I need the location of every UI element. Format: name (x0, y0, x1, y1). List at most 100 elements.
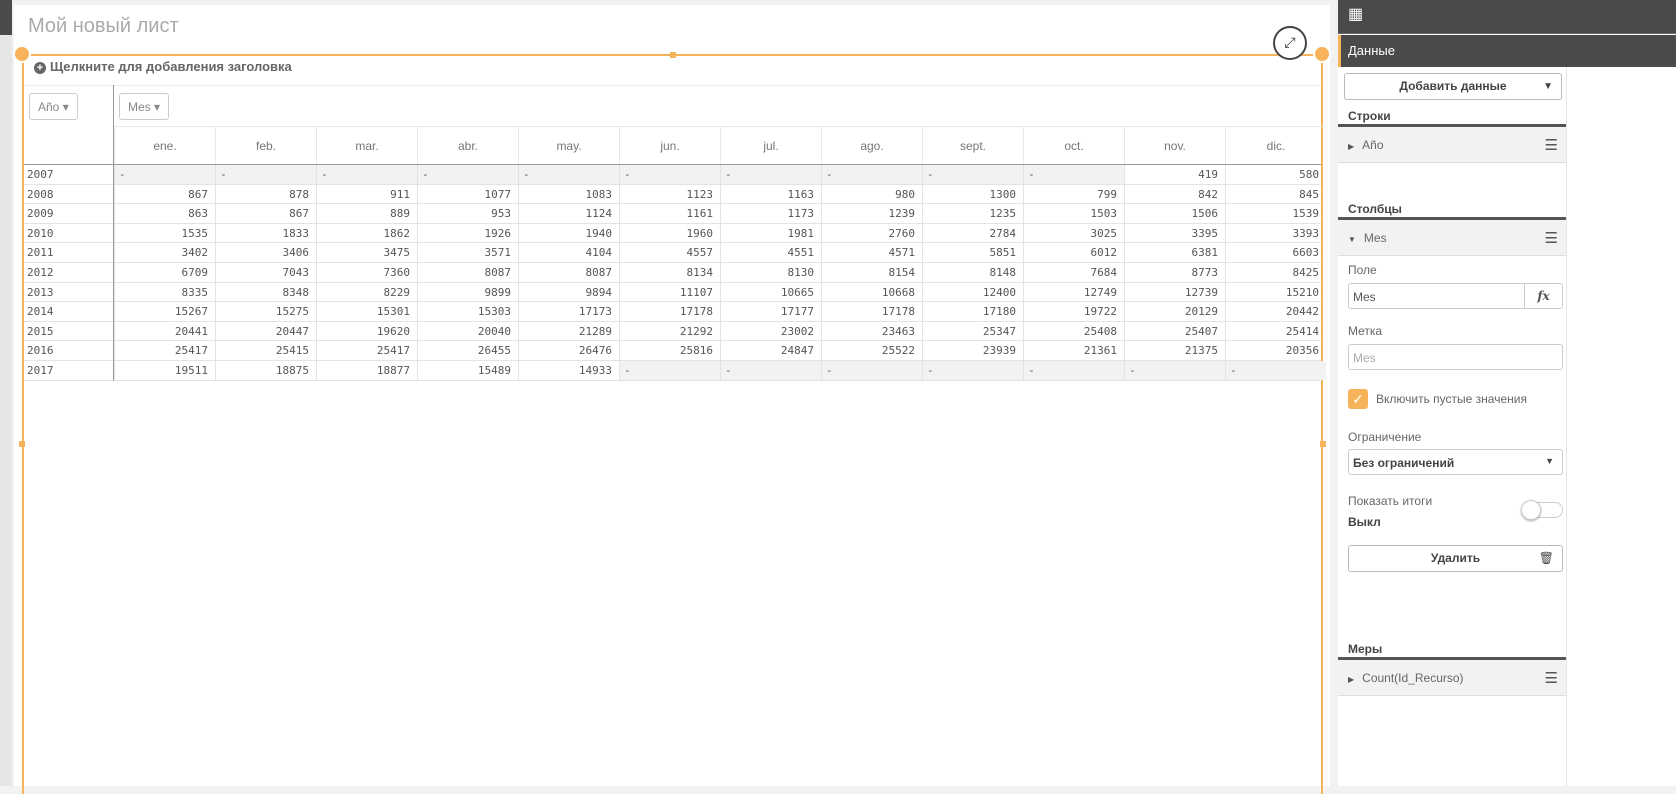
table-cell: 25414 (1225, 321, 1326, 341)
row-header[interactable]: 2016 (27, 344, 54, 358)
table-cell: 1503 (1023, 204, 1124, 224)
table-cell: 17178 (821, 302, 922, 322)
resize-handle[interactable] (19, 441, 25, 447)
column-header[interactable]: oct. (1023, 126, 1124, 165)
table-cell: 20129 (1124, 302, 1225, 322)
column-header[interactable]: ene. (114, 126, 215, 165)
sheet-title[interactable]: Мой новый лист (28, 15, 179, 37)
table-cell: 8335 (114, 282, 215, 302)
table-cell: 25407 (1124, 321, 1225, 341)
table-cell: 18877 (316, 361, 417, 380)
table-cell: - (922, 361, 1023, 380)
trash-icon: 🗑 (1538, 551, 1554, 565)
totals-toggle[interactable] (1521, 500, 1563, 520)
table-cell: 1940 (518, 223, 619, 243)
table-cell: 4557 (619, 243, 720, 263)
measure-item[interactable]: ▶ Count(Id_Recurso) ☰ (1338, 660, 1566, 696)
table-add-icon[interactable]: ▦ (1348, 6, 1364, 23)
resize-handle[interactable] (1313, 45, 1331, 63)
column-header[interactable]: nov. (1124, 126, 1225, 165)
rows-item-ano[interactable]: ▶ Año ☰ (1338, 127, 1566, 163)
table-cell: 17173 (518, 302, 619, 322)
table-cell: 1862 (316, 223, 417, 243)
column-header[interactable]: mar. (316, 126, 417, 165)
table-cell: 7360 (316, 263, 417, 282)
table-cell: 17177 (720, 302, 821, 322)
table-cell: - (518, 165, 619, 184)
table-cell: 15303 (417, 302, 518, 322)
table-cell: 3475 (316, 243, 417, 263)
row-header[interactable]: 2008 (27, 187, 54, 201)
menu-icon[interactable]: ☰ (1544, 230, 1558, 247)
field-input[interactable]: Mes fx (1348, 283, 1563, 309)
table-cell: 3025 (1023, 223, 1124, 243)
table-cell: 26455 (417, 341, 518, 361)
add-data-button[interactable]: Добавить данные ▼ (1344, 73, 1562, 100)
table-row: 2013 8335 8348 8229 9899 9894 11107 10665 10668 1… (24, 282, 1321, 303)
table-row: 2008 867 878 911 1077 1083 1123 1163 980 1300 799 8… (24, 184, 1321, 205)
table-cell: 1981 (720, 223, 821, 243)
limit-select[interactable]: Без ограничений ▼ (1348, 449, 1563, 475)
fx-button[interactable]: fx (1524, 284, 1562, 308)
table-cell: 842 (1124, 184, 1225, 204)
table-cell: 889 (316, 204, 417, 224)
table-cell: 580 (1225, 165, 1326, 184)
row-header[interactable]: 2013 (27, 285, 54, 299)
col-dim-chip[interactable]: Mes ▾ (119, 93, 170, 120)
table-row: 2017 19511 18875 18877 15489 14933- - - - - - - (24, 361, 1326, 381)
row-dim-chip[interactable]: Año ▾ (29, 93, 78, 120)
table-cell: 19511 (114, 361, 215, 380)
table-cell: 9894 (518, 282, 619, 302)
row-header[interactable]: 2012 (27, 266, 54, 279)
column-header[interactable]: may. (518, 126, 619, 165)
table-cell: - (417, 165, 518, 184)
table-cell: - (720, 165, 821, 184)
column-header[interactable]: feb. (215, 126, 316, 165)
table-cell: 911 (316, 184, 417, 204)
row-header[interactable]: 2011 (27, 246, 54, 260)
row-header[interactable]: 2009 (27, 207, 54, 221)
table-cell: 25522 (821, 341, 922, 361)
table-cell: 21375 (1124, 341, 1225, 361)
resize-handle[interactable] (1320, 441, 1326, 447)
expand-icon[interactable]: ⤢ (1273, 26, 1307, 60)
table-cell: 953 (417, 204, 518, 224)
table-cell: 845 (1225, 184, 1326, 204)
row-header[interactable]: 2017 (27, 364, 54, 377)
table-cell: 8773 (1124, 263, 1225, 282)
add-title[interactable]: + Щелкните для добавления заголовка (34, 59, 292, 74)
table-cell: 26476 (518, 341, 619, 361)
menu-icon[interactable]: ☰ (1544, 137, 1558, 154)
table-cell: 15301 (316, 302, 417, 322)
totals-label: Показать итоги (1348, 494, 1433, 508)
row-header[interactable]: 2015 (27, 324, 54, 338)
label-input[interactable]: Mes (1348, 344, 1563, 370)
column-header[interactable]: ago. (821, 126, 922, 165)
table-row: 2016 25417 25415 25417 26455 26476 25816 24847 2… (24, 341, 1321, 361)
column-header[interactable]: jun. (619, 126, 720, 165)
row-header[interactable]: 2007 (27, 168, 54, 181)
resize-handle[interactable] (13, 45, 31, 63)
include-nulls-checkbox[interactable]: ✓ (1348, 389, 1368, 409)
table-cell: 799 (1023, 184, 1124, 204)
table-cell: 15267 (114, 302, 215, 322)
table-cell: 980 (821, 184, 922, 204)
table-cell: 12400 (922, 282, 1023, 302)
panel-header: ▦ (1338, 0, 1676, 34)
table-cell: - (922, 165, 1023, 184)
table-cell: 20040 (417, 321, 518, 341)
table-cell: - (619, 165, 720, 184)
table-cell: 8130 (720, 263, 821, 282)
column-header[interactable]: abr. (417, 126, 518, 165)
menu-icon[interactable]: ☰ (1544, 670, 1558, 687)
delete-button[interactable]: Удалить 🗑 (1348, 545, 1563, 572)
column-header[interactable]: jul. (720, 126, 821, 165)
resize-handle[interactable] (670, 52, 676, 58)
tab-data[interactable]: Данные (1338, 35, 1676, 67)
column-header[interactable]: sept. (922, 126, 1023, 165)
column-header[interactable]: dic. (1225, 126, 1326, 165)
row-header[interactable]: 2014 (27, 305, 54, 319)
table-row: 2012 6709 7043 7360 8087 8087 8134 8130 8154 8148… (24, 263, 1321, 283)
row-header[interactable]: 2010 (27, 226, 54, 240)
columns-item-mes[interactable]: ▼ Mes ☰ (1338, 220, 1566, 256)
